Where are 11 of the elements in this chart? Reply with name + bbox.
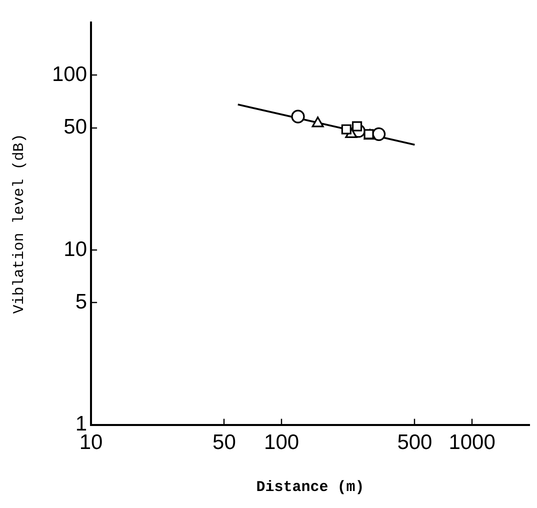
y-tick-label: 100 <box>52 63 88 86</box>
x-axis-title: Distance (m) <box>256 478 364 496</box>
y-tick-label: 10 <box>64 238 88 261</box>
x-tick-label: 100 <box>264 431 300 454</box>
y-tick-label: 1 <box>75 412 88 436</box>
y-axis-title: Viblation level (dB) <box>10 134 28 314</box>
x-tick-label: 1000 <box>448 431 496 454</box>
x-tick-label: 500 <box>397 431 432 454</box>
y-tick-label: 50 <box>64 116 88 139</box>
x-tick-label: 50 <box>212 431 236 454</box>
y-tick-label: 5 <box>75 290 88 314</box>
